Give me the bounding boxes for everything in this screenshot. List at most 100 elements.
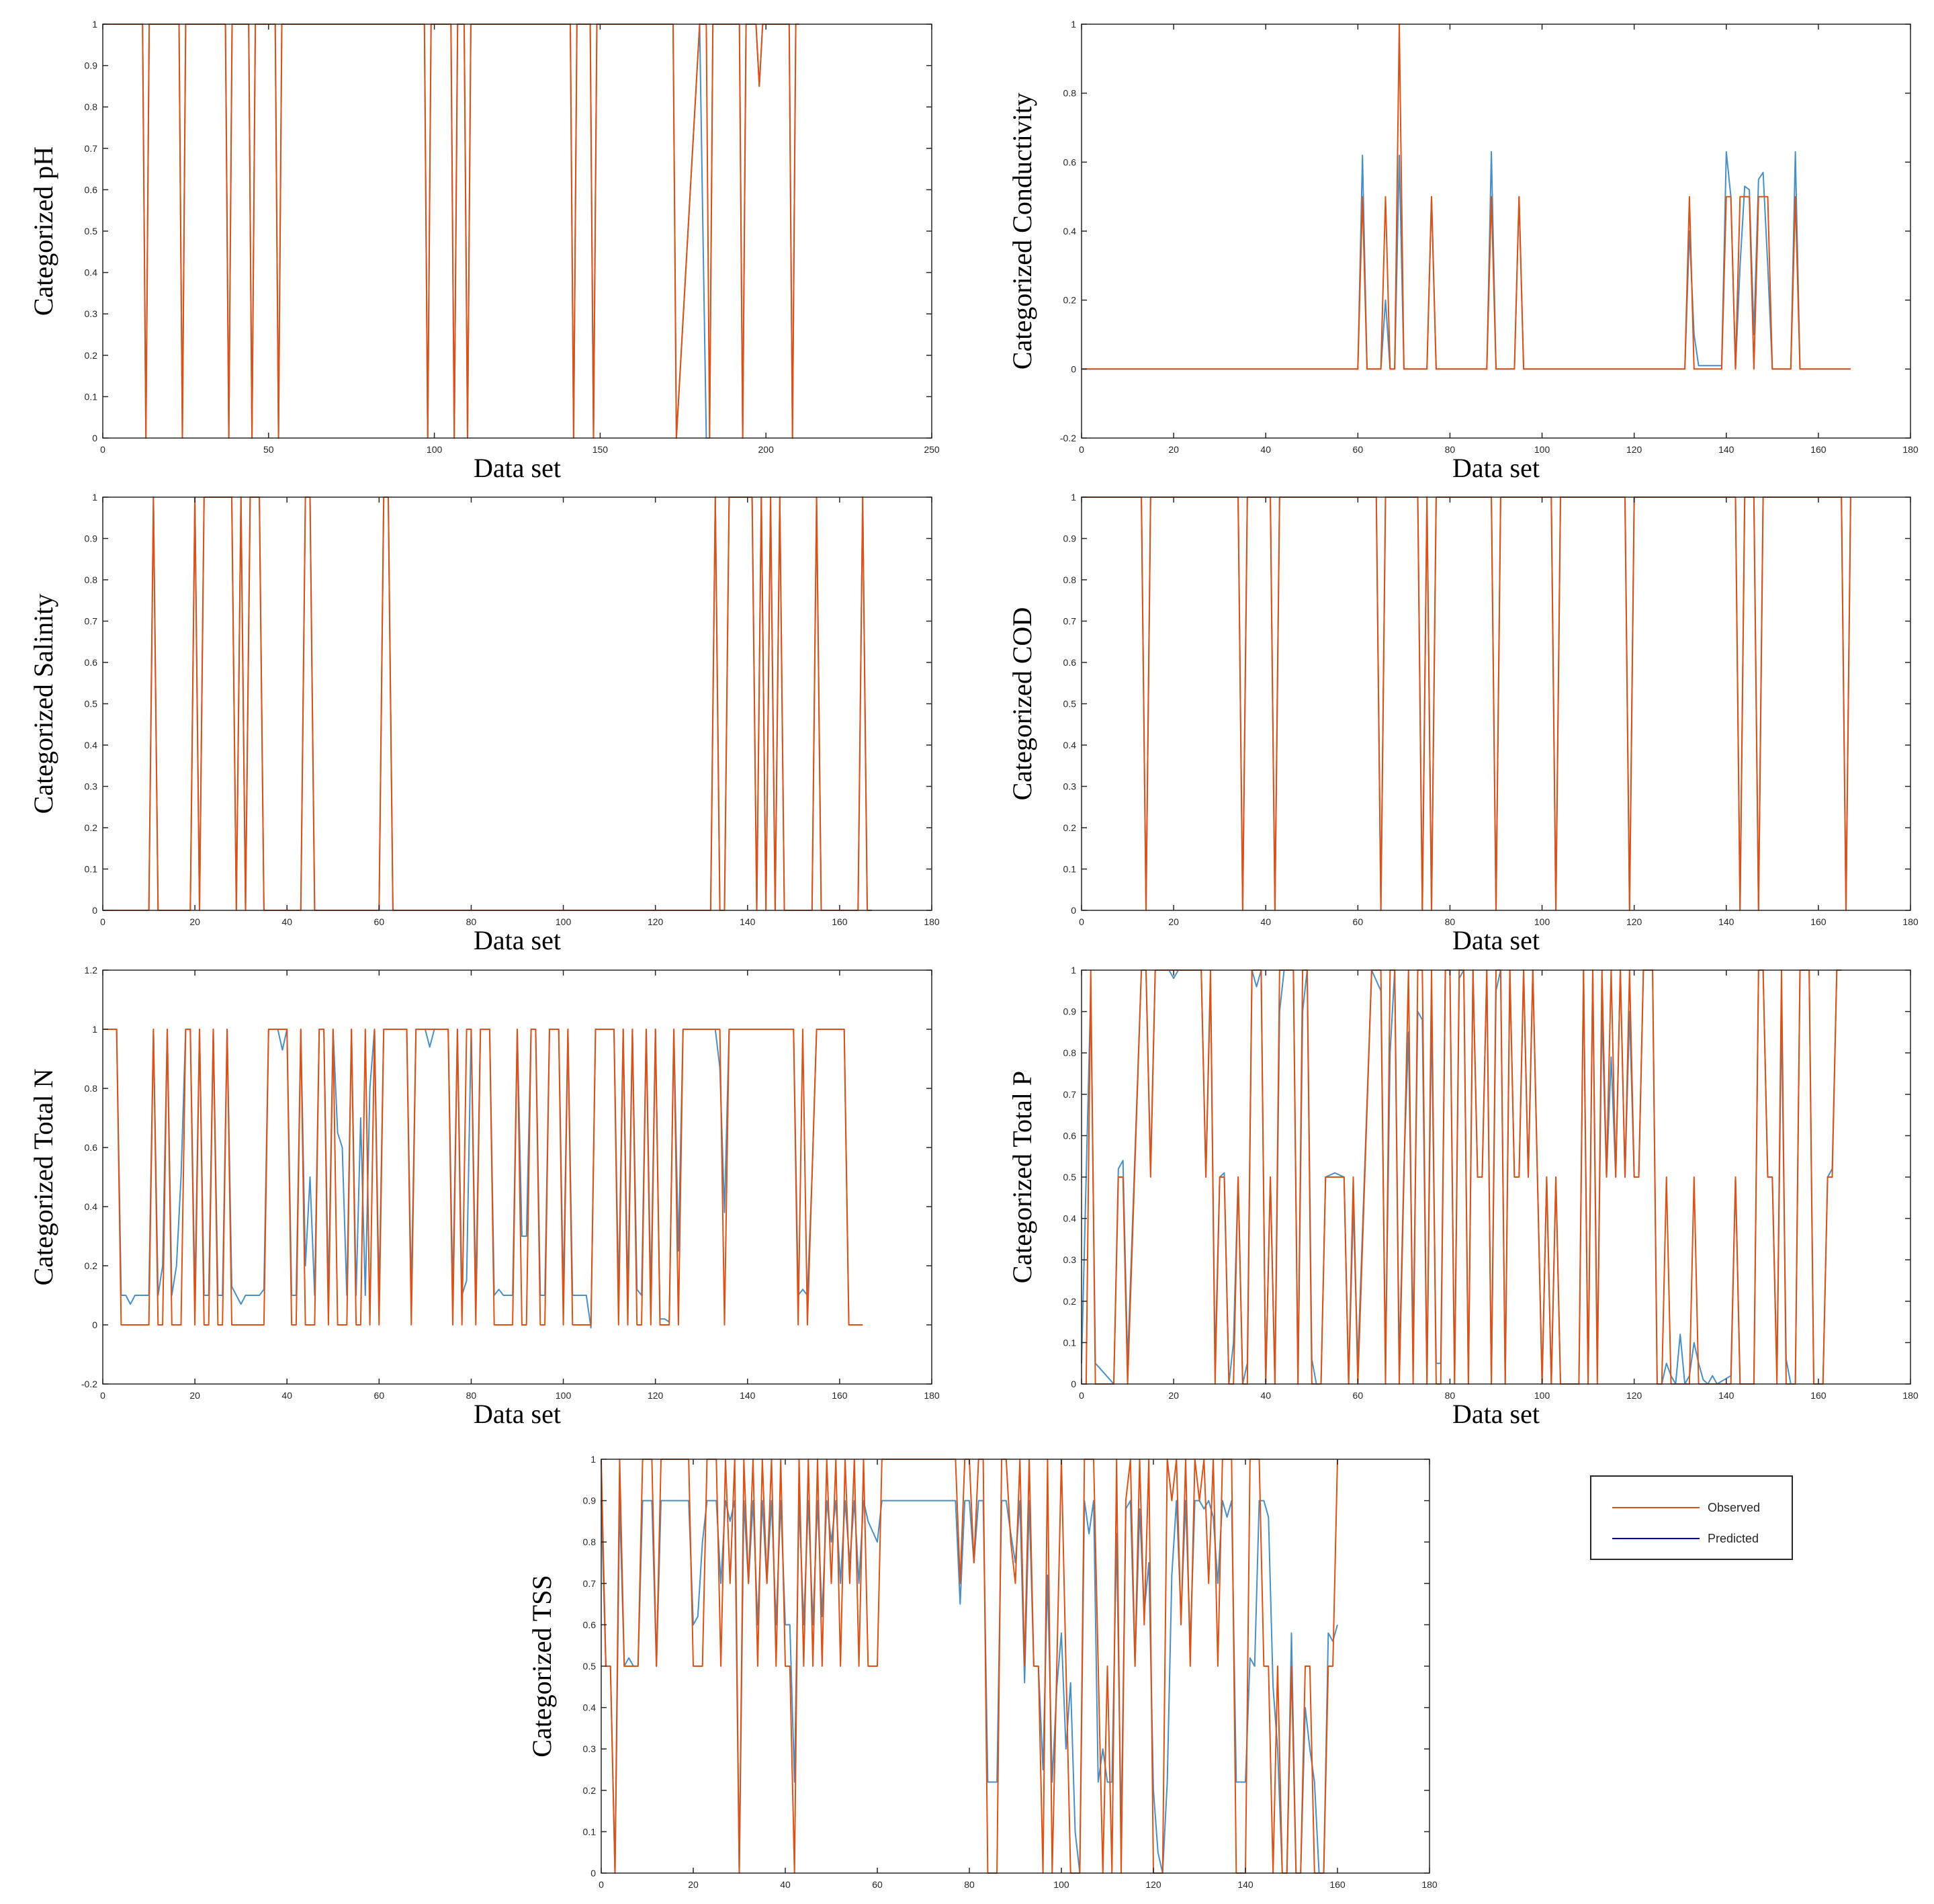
x-tick-label: 100 — [1534, 916, 1550, 927]
x-tick-label: 160 — [1810, 444, 1827, 455]
chart-totalp: 0 20 40 60 80 100 120 140 160 180 0 0.1 0.2 0.3 0.4 0.5… — [1007, 965, 1919, 1429]
y-tick-label: 0.2 — [583, 1785, 597, 1796]
y-tick-label: 0.8 — [1063, 88, 1077, 99]
x-tick-label: 0 — [100, 1390, 105, 1401]
x-axis-label: Data set — [1452, 1399, 1540, 1429]
x-axis-label: Data set — [474, 453, 561, 483]
x-tick-label: 20 — [688, 1879, 699, 1890]
x-tick-label: 20 — [1168, 1390, 1179, 1401]
y-tick-label: 1 — [1071, 965, 1076, 976]
y-tick-label: 0.9 — [1063, 533, 1077, 544]
chart-conductivity: 0 20 40 60 80 100 120 140 160 180-0.200.20.40.60.… — [1007, 19, 1919, 483]
y-tick-label: 0.8 — [1063, 574, 1077, 585]
y-tick-label: 0.6 — [1063, 657, 1077, 668]
y-tick-label: 0 — [92, 433, 97, 443]
chart-totaln: 0 20 40 60 80 100 120 140 160 180-0.200.20.40.60.… — [28, 965, 940, 1429]
x-axis-label: Data set — [474, 925, 561, 955]
x-tick-label: 180 — [1902, 916, 1919, 927]
y-tick-label: 0.2 — [85, 822, 98, 833]
y-tick-label: 0.7 — [85, 616, 98, 627]
y-tick-label: 0.6 — [85, 657, 98, 668]
y-tick-label: 0.8 — [583, 1537, 597, 1547]
y-tick-label: 0.8 — [85, 574, 98, 585]
x-tick-label: 100 — [1053, 1879, 1069, 1890]
y-tick-label: 1 — [1071, 492, 1076, 503]
y-tick-label: -0.2 — [1060, 433, 1076, 443]
y-tick-label: 0 — [92, 1319, 97, 1330]
y-tick-label: 0.4 — [1063, 226, 1077, 236]
y-tick-label: 0.4 — [583, 1702, 597, 1713]
x-tick-label: 100 — [1534, 1390, 1550, 1401]
x-tick-label: 140 — [1718, 916, 1734, 927]
y-tick-label: 0.1 — [1063, 864, 1077, 875]
y-tick-label: 0.5 — [85, 226, 98, 236]
y-tick-label: -0.2 — [81, 1379, 97, 1389]
y-tick-label: 0.4 — [85, 740, 98, 750]
y-tick-label: 0.3 — [85, 781, 98, 792]
legend-predicted-label: Predicted — [1708, 1532, 1759, 1545]
x-tick-label: 140 — [740, 916, 756, 927]
x-tick-label: 60 — [1353, 444, 1364, 455]
x-tick-label: 60 — [1353, 916, 1364, 927]
series-observed — [1082, 24, 1851, 370]
x-tick-label: 40 — [281, 1390, 292, 1401]
y-tick-label: 0.6 — [583, 1619, 597, 1630]
y-tick-label: 0.6 — [1063, 157, 1077, 167]
x-tick-label: 250 — [924, 444, 940, 455]
plot-area — [103, 497, 932, 910]
y-axis-label: Categorized pH — [28, 146, 58, 316]
x-tick-label: 80 — [466, 916, 477, 927]
y-tick-label: 0.3 — [583, 1743, 597, 1754]
y-tick-label: 0.8 — [85, 101, 98, 112]
x-tick-label: 20 — [1168, 916, 1179, 927]
x-tick-label: 140 — [1237, 1879, 1254, 1890]
x-tick-label: 180 — [1902, 444, 1919, 455]
y-axis-label: Categorized Total P — [1007, 1071, 1037, 1283]
legend-observed-label: Observed — [1708, 1501, 1760, 1514]
y-tick-label: 0.4 — [85, 267, 98, 278]
x-tick-label: 140 — [1718, 444, 1734, 455]
chart-ph: 0 50 100 150 200 250 0 0.1 0.2 0.3 0.4 0.5 0.6 0.7 0.8… — [28, 19, 940, 483]
y-tick-label: 0.1 — [1063, 1337, 1077, 1348]
x-tick-label: 160 — [1810, 1390, 1827, 1401]
chart-tss: 0 20 40 60 80 100 120 140 160 180 0 0.1 0.2 0.3 0.4 0.5… — [527, 1454, 1438, 1890]
y-tick-label: 0.2 — [1063, 1296, 1077, 1307]
x-tick-label: 40 — [1260, 916, 1271, 927]
x-tick-label: 100 — [556, 1390, 572, 1401]
y-tick-label: 0.1 — [85, 864, 98, 875]
x-axis-label: Data set — [474, 1399, 561, 1429]
y-tick-label: 0.5 — [1063, 699, 1077, 709]
x-tick-label: 80 — [1445, 916, 1456, 927]
x-tick-label: 120 — [1626, 444, 1642, 455]
y-tick-label: 0.9 — [583, 1496, 597, 1506]
y-tick-label: 0.2 — [1063, 295, 1077, 306]
y-tick-label: 0.3 — [85, 308, 98, 319]
y-tick-label: 0.6 — [85, 1142, 98, 1153]
x-tick-label: 150 — [592, 444, 609, 455]
x-tick-label: 0 — [1079, 916, 1084, 927]
x-tick-label: 120 — [648, 916, 664, 927]
y-tick-label: 0.8 — [1063, 1047, 1077, 1058]
plot-area — [1082, 497, 1910, 910]
x-tick-label: 80 — [466, 1390, 477, 1401]
y-tick-label: 0.4 — [1063, 740, 1077, 750]
x-tick-label: 20 — [1168, 444, 1179, 455]
y-tick-label: 0.5 — [583, 1661, 597, 1672]
y-axis-label: Categorized TSS — [527, 1575, 557, 1757]
x-tick-label: 50 — [263, 444, 274, 455]
x-tick-label: 80 — [1445, 1390, 1456, 1401]
chart-salinity: 0 20 40 60 80 100 120 140 160 180 0 0.1 0.2 0.3 0.4 0.5… — [28, 492, 940, 955]
y-tick-label: 0.7 — [583, 1578, 597, 1589]
y-axis-label: Categorized Salinity — [28, 594, 58, 814]
x-tick-label: 60 — [872, 1879, 883, 1890]
x-tick-label: 120 — [1626, 916, 1642, 927]
y-tick-label: 1 — [92, 492, 97, 503]
y-tick-label: 1 — [92, 19, 97, 30]
x-tick-label: 0 — [100, 916, 105, 927]
x-tick-label: 80 — [964, 1879, 975, 1890]
y-axis-label: Categorized Conductivity — [1007, 93, 1037, 370]
x-tick-label: 140 — [1718, 1390, 1734, 1401]
y-tick-label: 0.4 — [85, 1201, 98, 1212]
series-observed — [103, 1029, 863, 1326]
x-tick-label: 100 — [556, 916, 572, 927]
